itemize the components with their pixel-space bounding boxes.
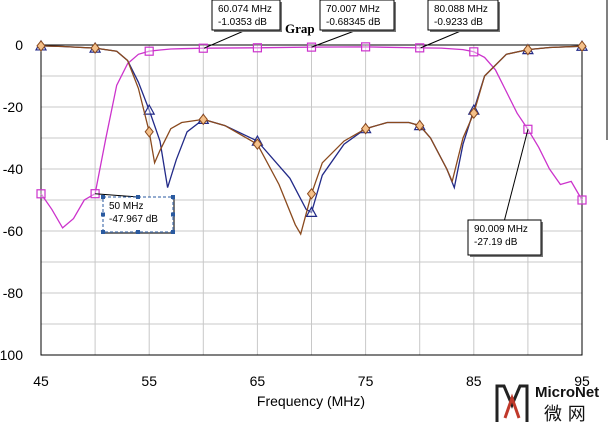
- annotation-frame: [467, 219, 542, 256]
- annotation-box: 50 MHz -47.967 dB: [95, 193, 175, 234]
- marker-s21: [361, 42, 371, 52]
- marker-s21: [198, 43, 208, 53]
- x-axis-ticks: 45 55 65 75 85 95: [33, 373, 590, 389]
- annotation-frequency: 70.007 MHz: [326, 4, 380, 15]
- annotation-frame: [319, 0, 395, 31]
- selection-handle: [101, 195, 105, 199]
- marker-s11-brown: [90, 42, 100, 54]
- marker-s11-blue: [143, 103, 156, 115]
- annotation-box: 90.009 MHz -27.19 dB: [467, 129, 543, 257]
- x-tick-label: 65: [250, 373, 266, 389]
- marker-s21: [577, 195, 587, 205]
- selection-handle: [171, 195, 175, 199]
- selection-handle: [101, 212, 105, 217]
- annotation-frequency: 60.074 MHz: [218, 4, 272, 15]
- grid: [41, 45, 582, 355]
- x-axis-label: Frequency (MHz): [257, 393, 365, 409]
- logo-brand: MicroNet: [535, 384, 599, 401]
- selection-handle: [171, 212, 175, 217]
- marker-s21: [36, 189, 46, 199]
- annotation-leader: [203, 29, 247, 49]
- y-tick-label: 100: [0, 347, 23, 363]
- selection-handle: [136, 195, 140, 199]
- marker-s11-blue: [305, 206, 318, 217]
- marker-s21: [252, 43, 262, 53]
- annotation-level: -0.9233 dB: [434, 17, 483, 28]
- marker-s11-brown: [252, 138, 263, 151]
- marker-s21: [306, 42, 317, 52]
- series-line-s21: [40, 46, 583, 229]
- marker-s11-brown: [360, 122, 371, 135]
- y-tick-label: 0: [15, 37, 23, 53]
- marker-s11-brown: [36, 40, 46, 52]
- selection-handle: [101, 230, 105, 234]
- annotation-leader: [311, 29, 358, 48]
- selection-handle: [171, 230, 175, 234]
- annotation-group: 60.074 MHz -1.0353 dB 70.007 MHz -0.68345 d…: [95, 0, 543, 257]
- annotation-box: 70.007 MHz -0.68345 dB: [311, 0, 396, 48]
- annotation-leader: [504, 129, 529, 221]
- marker-s11-brown: [198, 113, 208, 126]
- annotation-level: -47.967 dB: [109, 214, 158, 225]
- marker-s11-brown: [144, 125, 154, 138]
- marker-s11-brown: [469, 107, 479, 120]
- logo-mark-icon: [495, 384, 529, 422]
- annotation-frequency: 90.009 MHz: [474, 224, 528, 235]
- marker-s21: [415, 43, 425, 53]
- marker-s11-brown: [415, 119, 425, 132]
- marker-s11-brown: [577, 40, 587, 53]
- annotation-frequency: 80.088 MHz: [434, 4, 488, 15]
- micronet-logo: MicroNet 微 网: [495, 384, 599, 425]
- series-line-s11-brown: [40, 45, 583, 236]
- selection-handle: [136, 230, 140, 234]
- annotation-leader: [420, 29, 464, 49]
- annotation-frame: [427, 0, 499, 31]
- y-axis-ticks: 0 -20 -40 -60 -80 100: [0, 37, 23, 363]
- annotation-frequency: 50 MHz: [109, 201, 143, 212]
- y-tick-label: -20: [3, 99, 23, 115]
- x-tick-label: 95: [574, 373, 590, 389]
- x-tick-label: 55: [141, 373, 157, 389]
- annotation-leader: [95, 193, 139, 198]
- x-tick-label: 75: [358, 373, 374, 389]
- marker-s21: [469, 47, 479, 57]
- y-tick-label: -80: [3, 285, 23, 301]
- marker-s11-brown: [523, 43, 533, 56]
- annotation-box: 60.074 MHz -1.0353 dB: [203, 0, 282, 49]
- y-tick-label: -60: [3, 223, 23, 239]
- x-tick-label: 45: [33, 373, 49, 389]
- y-tick-label: -40: [3, 161, 23, 177]
- logo-cn-text: 微 网: [544, 404, 586, 425]
- annotation-level: -0.68345 dB: [326, 17, 381, 28]
- chart-title: Grap: [285, 21, 315, 36]
- marker-s11-brown: [306, 187, 317, 200]
- annotation-box: 80.088 MHz -0.9233 dB: [420, 0, 500, 49]
- annotation-level: -1.0353 dB: [218, 17, 267, 28]
- marker-s21: [144, 46, 154, 56]
- x-tick-label: 85: [466, 373, 482, 389]
- annotation-level: -27.19 dB: [474, 237, 518, 248]
- annotation-frame: [211, 0, 281, 31]
